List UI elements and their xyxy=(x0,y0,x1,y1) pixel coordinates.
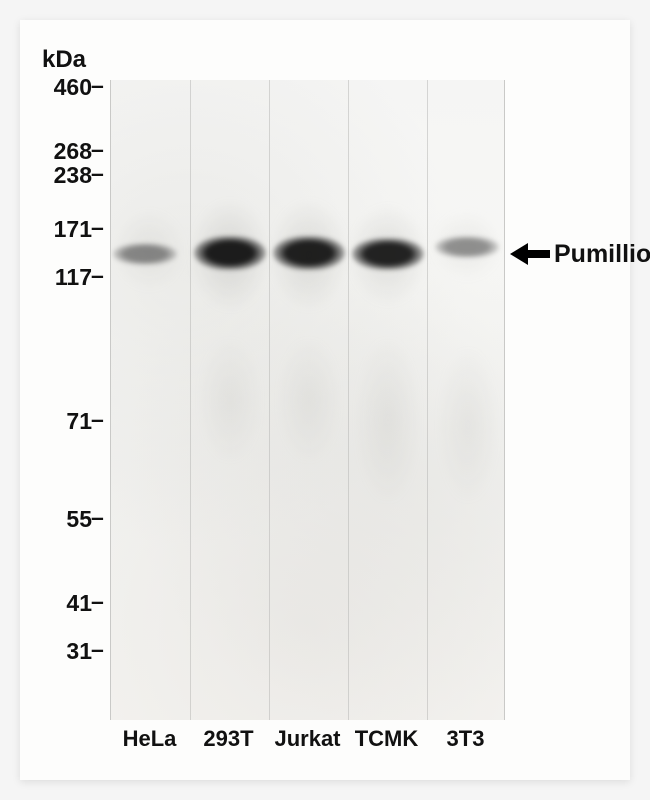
mw-marker-tick: – xyxy=(91,588,109,615)
protein-band xyxy=(194,236,266,270)
mw-marker-label: 31 xyxy=(34,638,92,665)
mw-marker-label: 41 xyxy=(34,590,92,617)
arrow-left-icon xyxy=(510,239,550,269)
lane-label: TCMK xyxy=(347,726,426,752)
mw-marker-label: 268 xyxy=(34,138,92,165)
target-band-arrow: Pumillio 1 xyxy=(510,239,650,269)
faint-smear xyxy=(439,350,497,500)
lane-divider xyxy=(269,80,270,720)
mw-marker-label: 460 xyxy=(34,74,92,101)
mw-marker-label: 171 xyxy=(34,216,92,243)
gel-membrane xyxy=(110,80,505,720)
mw-marker-tick: – xyxy=(91,72,109,99)
faint-smear xyxy=(279,340,339,460)
mw-marker-tick: – xyxy=(91,160,109,187)
protein-band xyxy=(352,238,424,270)
mw-marker-tick: – xyxy=(91,136,109,163)
mw-marker-label: 117 xyxy=(34,264,92,291)
mw-marker-tick: – xyxy=(91,406,109,433)
lane-label: Jurkat xyxy=(268,726,347,752)
faint-smear xyxy=(200,340,260,460)
mw-marker-tick: – xyxy=(91,636,109,663)
lane-divider xyxy=(427,80,428,720)
mw-marker-label: 71 xyxy=(34,408,92,435)
protein-band xyxy=(273,236,345,270)
faint-smear xyxy=(357,340,419,500)
unit-label: kDa xyxy=(42,46,86,74)
target-protein-label: Pumillio 1 xyxy=(554,240,650,269)
mw-marker-tick: – xyxy=(91,504,109,531)
lane-divider xyxy=(348,80,349,720)
lane-label: 293T xyxy=(189,726,268,752)
western-blot-figure: kDa Pumillio 1 460–268–238–171–117–71–55… xyxy=(20,20,630,780)
lane-divider xyxy=(190,80,191,720)
mw-marker-label: 55 xyxy=(34,506,92,533)
mw-marker-label: 238 xyxy=(34,162,92,189)
lane-label: HeLa xyxy=(110,726,189,752)
mw-marker-tick: – xyxy=(91,262,109,289)
mw-marker-tick: – xyxy=(91,214,109,241)
lane-label: 3T3 xyxy=(426,726,505,752)
protein-band xyxy=(113,243,177,265)
protein-band xyxy=(435,236,499,258)
